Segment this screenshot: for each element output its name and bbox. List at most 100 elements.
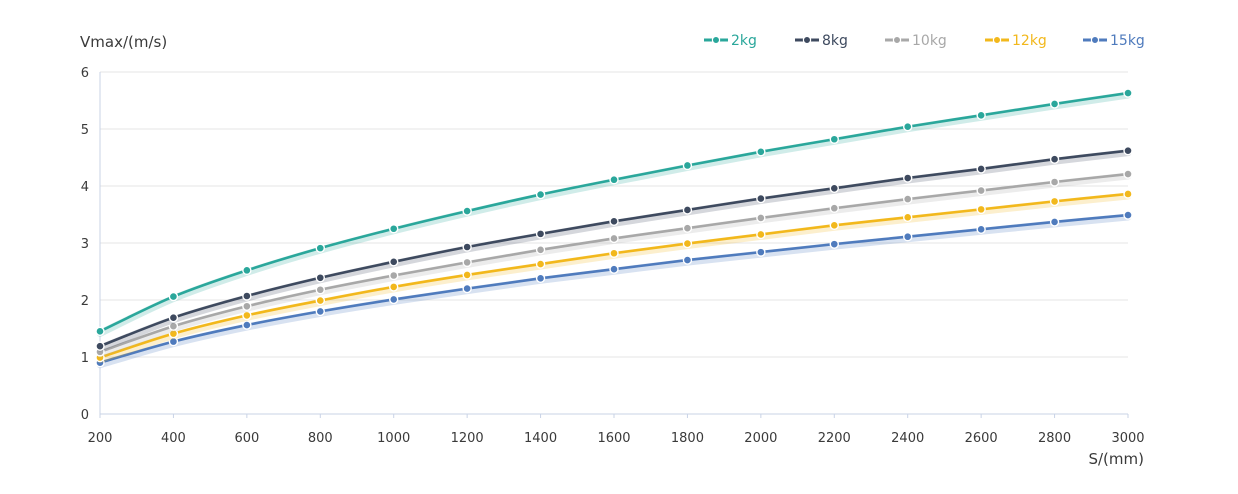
x-tick-labels: 200 400 600 800 1000 1200 1400 1600 1800 2000 2200… (88, 414, 1145, 446)
legend-label: 8kg (822, 33, 848, 49)
data-point (829, 239, 839, 249)
legend-label: 2kg (731, 33, 757, 49)
data-point (829, 134, 839, 144)
y-tick-label: 1 (81, 351, 89, 366)
data-point (609, 175, 619, 185)
data-point (535, 259, 546, 269)
legend-swatch-dot (892, 35, 902, 45)
y-tick-label: 6 (81, 66, 89, 81)
series-15kg (95, 210, 1133, 369)
legend-item-8kg[interactable]: 8kg (795, 33, 848, 49)
y-tick-label: 2 (81, 294, 89, 309)
series-lines (95, 88, 1133, 369)
data-point (609, 233, 619, 244)
data-point (903, 194, 913, 204)
data-point (756, 213, 766, 223)
y-tick-labels: 0 1 2 3 4 5 6 (81, 66, 89, 423)
x-tick-label: 200 (88, 431, 113, 446)
x-tick-label: 2000 (744, 431, 777, 446)
data-point (682, 205, 693, 215)
data-point (756, 147, 766, 157)
data-point (1049, 196, 1060, 207)
x-tick-label: 1400 (524, 431, 557, 446)
x-tick-label: 400 (161, 431, 186, 446)
data-point (315, 273, 325, 283)
data-point (315, 285, 325, 295)
legend-swatch-dot (802, 35, 812, 45)
x-tick-label: 2800 (1038, 431, 1071, 446)
data-point (903, 122, 913, 132)
data-point (682, 238, 693, 249)
data-point (829, 203, 839, 213)
data-point (389, 270, 399, 281)
x-tick-label: 3000 (1111, 431, 1144, 446)
data-point (976, 185, 986, 196)
data-point (462, 206, 472, 216)
y-tick-label: 3 (81, 237, 89, 252)
data-point (903, 232, 913, 242)
data-point (242, 320, 252, 330)
x-tick-label: 600 (234, 431, 259, 446)
legend-item-12kg[interactable]: 12kg (985, 33, 1047, 49)
data-point (535, 229, 546, 239)
data-point (242, 291, 252, 301)
data-point (95, 341, 105, 351)
data-point (315, 306, 325, 317)
x-tick-label: 2200 (818, 431, 851, 446)
x-axis-title: S/(mm) (1088, 450, 1144, 468)
data-point (682, 223, 693, 233)
y-axis-title: Vmax/(m/s) (80, 33, 167, 51)
legend-item-2kg[interactable]: 2kg (704, 33, 757, 49)
x-tick-label: 1800 (671, 431, 704, 446)
data-point (242, 301, 252, 311)
data-point (1123, 189, 1133, 199)
data-point (535, 189, 546, 200)
data-point (609, 248, 619, 258)
x-tick-label: 1600 (597, 431, 630, 446)
legend-swatch-dot (992, 35, 1002, 45)
data-point (976, 164, 986, 174)
data-point (756, 247, 766, 257)
data-point (1049, 154, 1060, 164)
data-point (829, 220, 839, 231)
legend-item-10kg[interactable]: 10kg (885, 33, 947, 49)
legend-swatch-dot (1090, 35, 1100, 45)
data-point (1123, 88, 1133, 98)
data-point (168, 312, 179, 323)
data-point (168, 291, 179, 302)
series-12kg (95, 189, 1133, 364)
data-point (609, 216, 619, 227)
data-point (535, 245, 546, 255)
data-point (976, 110, 986, 121)
data-point (242, 310, 252, 321)
data-point (756, 193, 766, 204)
x-tick-label: 1000 (377, 431, 410, 446)
y-tick-label: 5 (81, 123, 89, 138)
data-point (1123, 169, 1133, 179)
x-tick-label: 2400 (891, 431, 924, 446)
x-tick-label: 2600 (965, 431, 998, 446)
data-point (462, 257, 472, 268)
data-point (1049, 177, 1060, 187)
data-point (1049, 99, 1060, 109)
data-point (389, 294, 399, 305)
y-tick-label: 0 (81, 408, 89, 423)
series-8kg (95, 145, 1133, 352)
data-point (462, 283, 472, 294)
legend-item-15kg[interactable]: 15kg (1083, 33, 1145, 49)
data-point (462, 270, 472, 280)
data-point (829, 183, 839, 193)
data-point (976, 204, 986, 215)
data-point (242, 265, 252, 276)
data-point (462, 242, 472, 252)
legend-label: 15kg (1110, 33, 1145, 49)
series-2kg (95, 88, 1133, 337)
data-point (315, 295, 325, 306)
data-point (609, 264, 619, 274)
legend-label: 10kg (912, 33, 947, 49)
legend[interactable]: 2kg 8kg 10kg 12kg 15kg (704, 33, 1145, 49)
data-point (682, 255, 693, 265)
data-point (1049, 217, 1060, 227)
data-point (389, 282, 399, 292)
